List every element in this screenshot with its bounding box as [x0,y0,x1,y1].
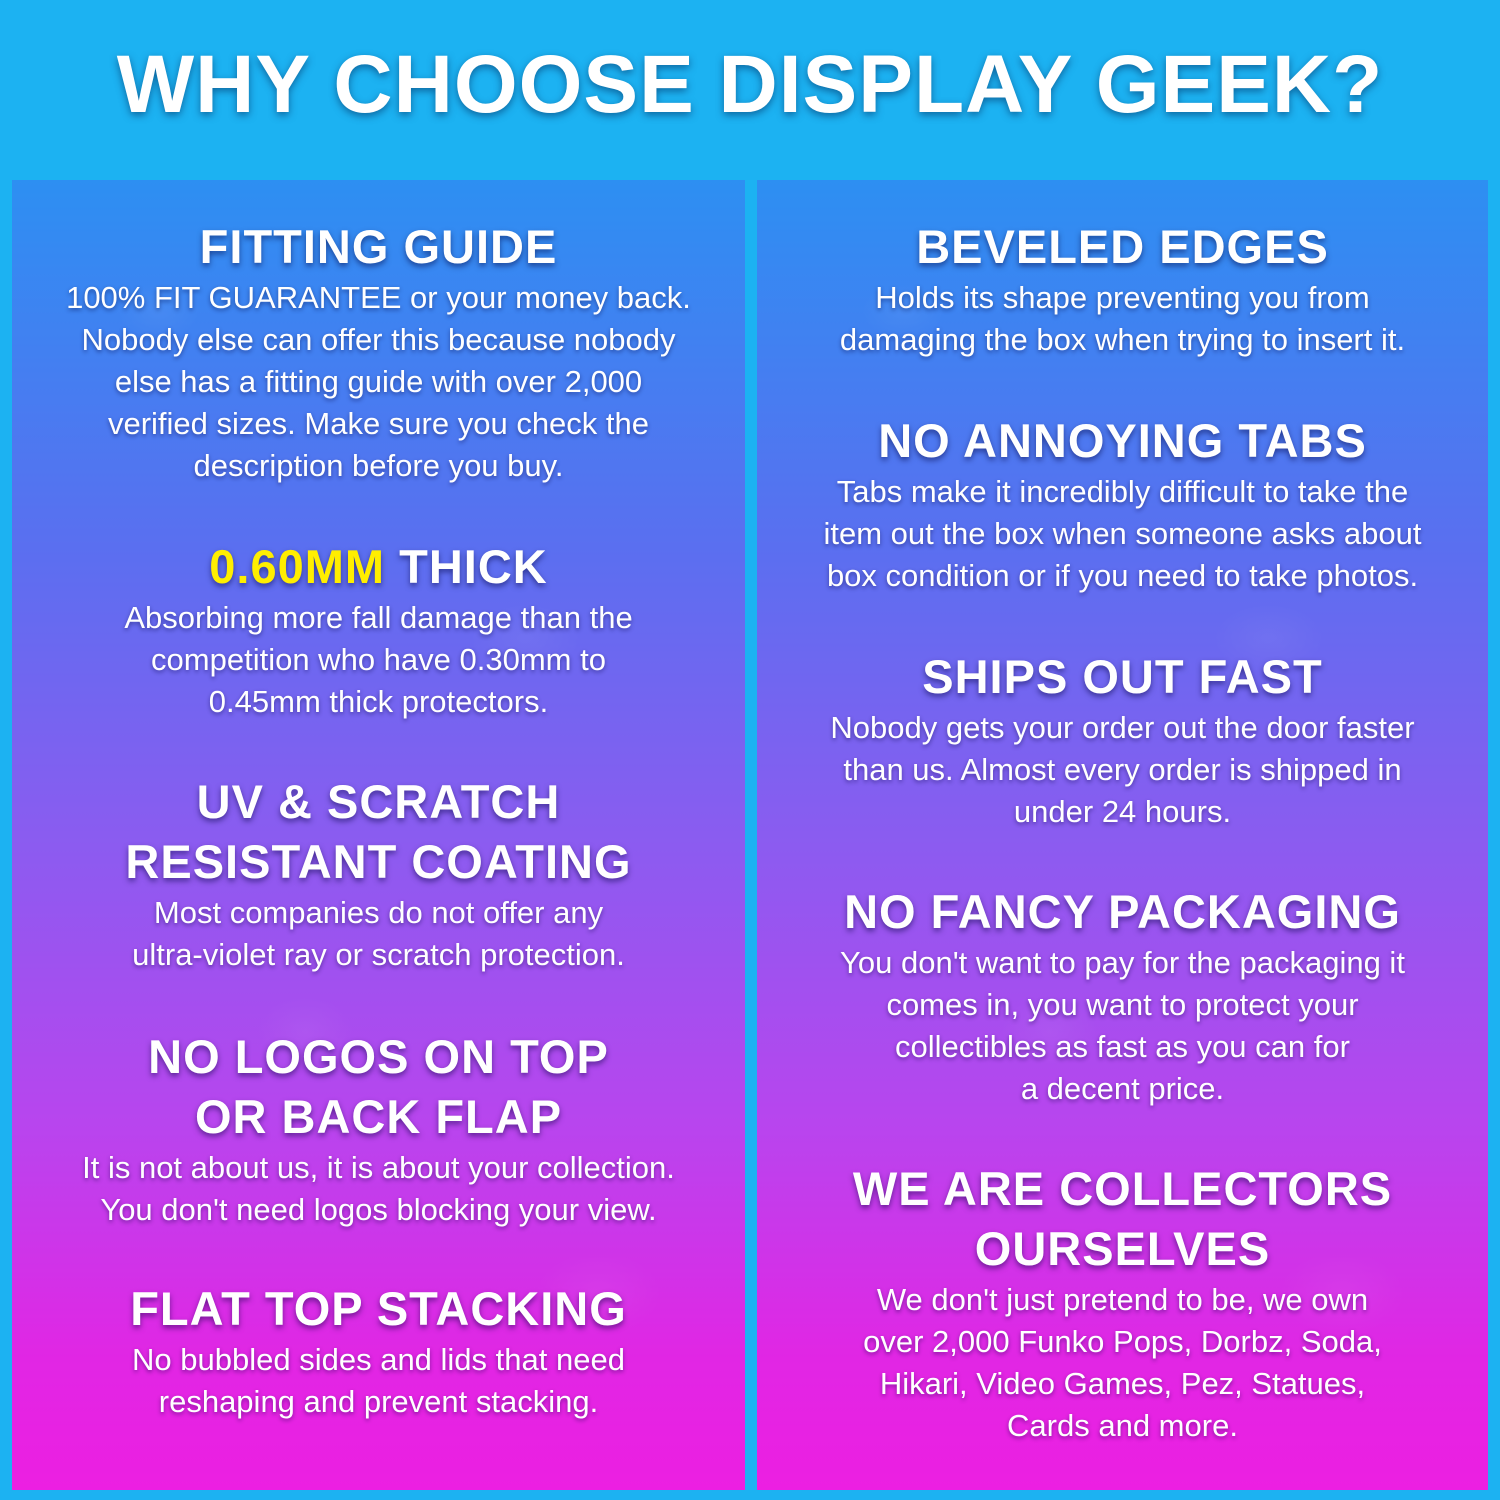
description-line: over 2,000 Funko Pops, Dorbz, Soda, [863,1324,1382,1359]
feature-block: NO FANCY PACKAGING You don't want to pay … [757,882,1488,1110]
feature-description: Tabs make it incredibly difficult to tak… [757,471,1488,597]
heading-text: THICK [385,540,548,593]
description-line: Nobody else can offer this because nobod… [81,322,676,357]
description-line: description before you buy. [193,448,564,483]
heading-line: NO LOGOS ON TOP [148,1030,609,1083]
description-line: Cards and more. [1007,1408,1238,1443]
description-line: box condition or if you need to take pho… [826,558,1419,593]
heading-line: FITTING GUIDE [199,220,558,273]
description-line: else has a fitting guide with over 2,000 [114,364,643,399]
feature-heading: NO ANNOYING TABS [757,411,1488,471]
heading-line: OURSELVES [974,1222,1271,1275]
feature-description: No bubbled sides and lids that need resha… [12,1339,745,1423]
description-line: competition who have 0.30mm to [151,642,606,677]
feature-description: You don't want to pay for the packaging … [757,942,1488,1110]
heading-highlight: 0.60MM [209,540,386,593]
description-line: collectibles as fast as you can for [895,1029,1350,1064]
page-title: WHY CHOOSE DISPLAY GEEK? [116,39,1384,130]
heading-line: NO ANNOYING TABS [878,414,1367,467]
feature-description: It is not about us, it is about your col… [12,1147,745,1231]
description-line: We don't just pretend to be, we own [876,1282,1369,1317]
feature-block: UV & SCRATCH RESISTANT COATING Most compan… [12,772,745,976]
feature-block: FITTING GUIDE 100% FIT GUARANTEE or your … [12,217,745,487]
description-line: reshaping and prevent stacking. [158,1384,599,1419]
description-line: 0.45mm thick protectors. [208,684,549,719]
description-line: item out the box when someone asks about [823,516,1422,551]
feature-heading: FLAT TOP STACKING [12,1279,745,1339]
feature-heading: BEVELED EDGES [757,217,1488,277]
feature-block: NO ANNOYING TABS Tabs make it incredibly … [757,411,1488,597]
feature-description: Holds its shape preventing you from damag… [757,277,1488,361]
description-line: Holds its shape preventing you from [875,280,1370,315]
heading-line: NO FANCY PACKAGING [844,885,1401,938]
feature-block: NO LOGOS ON TOP OR BACK FLAP It is not abo… [12,1027,745,1231]
description-line: Absorbing more fall damage than the [124,600,633,635]
feature-description: Most companies do not offer any ultra-vio… [12,892,745,976]
description-line: verified sizes. Make sure you check the [107,406,650,441]
heading-line: FLAT TOP STACKING [130,1282,627,1335]
right-feature-panel: BEVELED EDGES Holds its shape preventing … [757,180,1488,1490]
description-line: a decent price. [1020,1071,1225,1106]
heading-line: WE ARE COLLECTORS [852,1162,1393,1215]
left-feature-panel: FITTING GUIDE 100% FIT GUARANTEE or your … [12,180,745,1490]
feature-block: 0.60MM THICK Absorbing more fall damage t… [12,537,745,723]
feature-heading: UV & SCRATCH RESISTANT COATING [12,772,745,892]
heading-line: BEVELED EDGES [916,220,1329,273]
description-line: Tabs make it incredibly difficult to tak… [836,474,1409,509]
heading-line: UV & SCRATCH [196,775,561,828]
description-line: comes in, you want to protect your [886,987,1359,1022]
feature-heading: WE ARE COLLECTORS OURSELVES [757,1159,1488,1279]
description-line: Nobody gets your order out the door fast… [830,710,1415,745]
description-line: 100% FIT GUARANTEE or your money back. [66,280,691,315]
feature-block: FLAT TOP STACKING No bubbled sides and li… [12,1279,745,1423]
description-line: Hikari, Video Games, Pez, Statues, [879,1366,1366,1401]
description-line: You don't want to pay for the packaging … [840,945,1405,980]
feature-heading: SHIPS OUT FAST [757,647,1488,707]
heading-line: SHIPS OUT FAST [922,650,1323,703]
description-line: than us. Almost every order is shipped i… [843,752,1402,787]
description-line: under 24 hours. [1013,794,1232,829]
feature-description: Nobody gets your order out the door fast… [757,707,1488,833]
description-line: damaging the box when trying to insert i… [839,322,1406,357]
feature-description: 100% FIT GUARANTEE or your money back. No… [12,277,745,487]
feature-block: BEVELED EDGES Holds its shape preventing … [757,217,1488,361]
description-line: No bubbled sides and lids that need [132,1342,625,1377]
description-line: It is not about us, it is about your col… [82,1150,675,1185]
feature-description: Absorbing more fall damage than the compe… [12,597,745,723]
heading-line: RESISTANT COATING [125,835,632,888]
description-line: Most companies do not offer any [153,895,604,930]
feature-block: SHIPS OUT FAST Nobody gets your order out… [757,647,1488,833]
description-line: ultra-violet ray or scratch protection. [132,937,625,972]
feature-heading: FITTING GUIDE [12,217,745,277]
heading-line: OR BACK FLAP [194,1090,563,1143]
feature-description: We don't just pretend to be, we own over … [757,1279,1488,1447]
feature-heading: NO LOGOS ON TOP OR BACK FLAP [12,1027,745,1147]
feature-block: WE ARE COLLECTORS OURSELVES We don't just … [757,1159,1488,1447]
feature-heading: 0.60MM THICK [12,537,745,597]
description-line: You don't need logos blocking your view. [100,1192,657,1227]
feature-heading: NO FANCY PACKAGING [757,882,1488,942]
